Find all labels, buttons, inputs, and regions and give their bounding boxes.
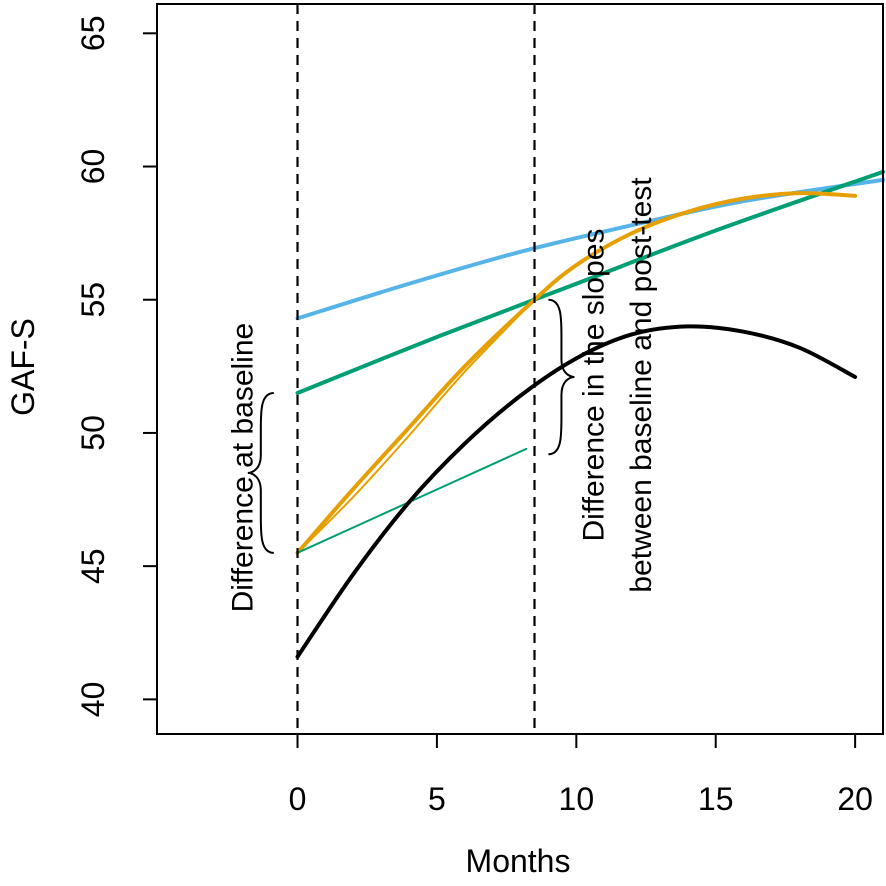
- x-tick-label: 10: [559, 781, 595, 817]
- series-line-black: [295, 324, 858, 659]
- series-line-orange-thin: [296, 298, 536, 554]
- series-line-orange: [295, 191, 858, 555]
- x-tick-label: 5: [428, 781, 446, 817]
- annotation-slopes-line2: between baseline and post-test: [625, 177, 658, 593]
- y-tick-label: 65: [75, 16, 111, 52]
- annotation-slopes-line1: Difference in the slopes: [578, 229, 611, 542]
- y-tick-label: 60: [75, 149, 111, 185]
- brace-baseline: [247, 391, 274, 554]
- y-tick-label: 45: [75, 548, 111, 584]
- y-tick-label: 50: [75, 415, 111, 451]
- plot-frame: [156, 3, 884, 735]
- y-tick-label: 40: [75, 682, 111, 718]
- annotation-baseline: Difference at baseline: [226, 323, 259, 613]
- y-axis: 40 45 50 55 60 65: [75, 16, 157, 718]
- series-line-green: [295, 169, 885, 395]
- vline-layer: [296, 4, 536, 734]
- series-layer: [295, 169, 885, 659]
- annotation-layer: Difference at baseline Difference in the …: [226, 177, 658, 613]
- x-axis: 0 5 10 15 20: [289, 734, 873, 817]
- x-tick-label: 15: [698, 781, 734, 817]
- y-axis-label: GAF-S: [5, 318, 41, 416]
- x-axis-label: Months: [466, 843, 571, 879]
- y-tick-label: 55: [75, 282, 111, 318]
- x-tick-label: 0: [289, 781, 307, 817]
- x-tick-label: 20: [837, 781, 873, 817]
